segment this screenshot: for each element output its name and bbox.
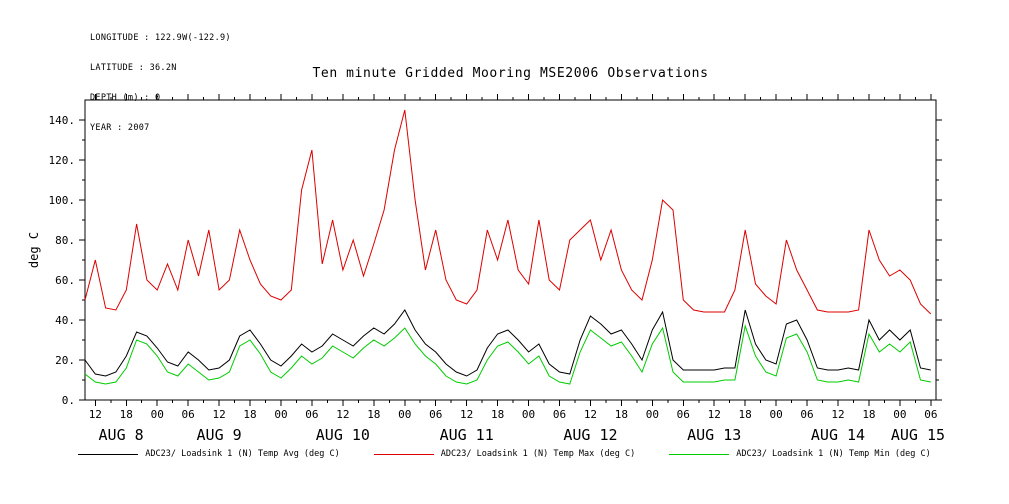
metadata-latitude: LATITUDE : 36.2N	[90, 63, 177, 73]
x-tick-label: 00	[151, 408, 164, 421]
axes-frame	[84, 99, 937, 401]
x-tick-label: 12	[708, 408, 721, 421]
x-tick-label: 18	[739, 408, 752, 421]
x-tick-label: 00	[646, 408, 659, 421]
x-date-labels: AUG 8 AUG 9 AUG 10 AUG 11 AUG 12 AUG 13 AUG 14…	[99, 426, 946, 444]
legend: ADC23/ Loadsink 1 (N) Temp Avg (deg C) A…	[0, 449, 1009, 459]
x-tick-label: 00	[769, 408, 782, 421]
y-tick-label: 80.	[55, 234, 75, 247]
y-tick-label: 60.	[55, 274, 75, 287]
x-tick-label: 18	[862, 408, 875, 421]
axis-tick-labels: 0. 20. 40. 60. 80. 100. 120. 140. 12 18 00 06 12 18 00…	[49, 114, 938, 421]
legend-label-temp-max: ADC23/ Loadsink 1 (N) Temp Max (deg C)	[440, 449, 636, 459]
x-tick-label: 18	[367, 408, 380, 421]
x-tick-label: 06	[924, 408, 937, 421]
legend-line-temp-min	[669, 453, 730, 455]
x-date-label: AUG 9	[197, 426, 242, 444]
axis-ticks	[79, 94, 942, 406]
chart-title: Ten minute Gridded Mooring MSE2006 Obser…	[312, 66, 709, 81]
x-date-label: AUG 15	[891, 426, 945, 444]
metadata-year: YEAR : 2007	[90, 123, 150, 133]
x-tick-label: 06	[677, 408, 690, 421]
x-date-label: AUG 13	[687, 426, 741, 444]
x-tick-label: 12	[336, 408, 349, 421]
y-tick-label: 0.	[62, 394, 75, 407]
y-tick-label: 120.	[49, 154, 76, 167]
legend-item-temp-min: ADC23/ Loadsink 1 (N) Temp Min (deg C)	[669, 449, 931, 459]
series-temp-avg	[84, 309, 931, 377]
x-tick-label: 00	[274, 408, 287, 421]
y-tick-label: 40.	[55, 314, 75, 327]
legend-label-temp-avg: ADC23/ Loadsink 1 (N) Temp Avg (deg C)	[145, 449, 340, 459]
x-tick-label: 18	[120, 408, 133, 421]
legend-item-temp-max: ADC23/ Loadsink 1 (N) Temp Max (deg C)	[373, 449, 636, 459]
x-tick-label: 06	[182, 408, 195, 421]
x-date-label: AUG 14	[811, 426, 865, 444]
plot-frame	[84, 99, 937, 401]
x-tick-label: 00	[522, 408, 535, 421]
y-tick-label: 140.	[49, 114, 76, 127]
legend-line-temp-max	[373, 453, 434, 455]
metadata-longitude: LONGITUDE : 122.9W(-122.9)	[90, 33, 231, 43]
x-tick-label: 00	[398, 408, 411, 421]
x-tick-label: 06	[800, 408, 813, 421]
x-tick-label: 00	[893, 408, 906, 421]
legend-line-temp-avg	[78, 453, 139, 455]
series-temp-max	[84, 109, 932, 315]
x-tick-label: 06	[553, 408, 566, 421]
x-date-label: AUG 12	[563, 426, 617, 444]
y-axis-label: deg C	[27, 232, 41, 268]
x-tick-label: 12	[831, 408, 844, 421]
x-tick-label: 18	[491, 408, 504, 421]
legend-label-temp-min: ADC23/ Loadsink 1 (N) Temp Min (deg C)	[736, 449, 931, 459]
y-tick-label: 100.	[49, 194, 76, 207]
x-tick-label: 06	[305, 408, 318, 421]
x-date-label: AUG 10	[316, 426, 370, 444]
x-tick-label: 18	[243, 408, 256, 421]
x-date-label: AUG 11	[440, 426, 494, 444]
x-tick-label: 12	[584, 408, 597, 421]
y-tick-label: 20.	[55, 354, 75, 367]
legend-item-temp-avg: ADC23/ Loadsink 1 (N) Temp Avg (deg C)	[78, 449, 340, 459]
series-temp-min	[84, 324, 931, 385]
x-tick-label: 18	[615, 408, 628, 421]
x-tick-label: 12	[89, 408, 102, 421]
x-date-label: AUG 8	[99, 426, 144, 444]
x-tick-label: 12	[460, 408, 473, 421]
x-tick-label: 06	[429, 408, 442, 421]
x-tick-label: 12	[212, 408, 225, 421]
